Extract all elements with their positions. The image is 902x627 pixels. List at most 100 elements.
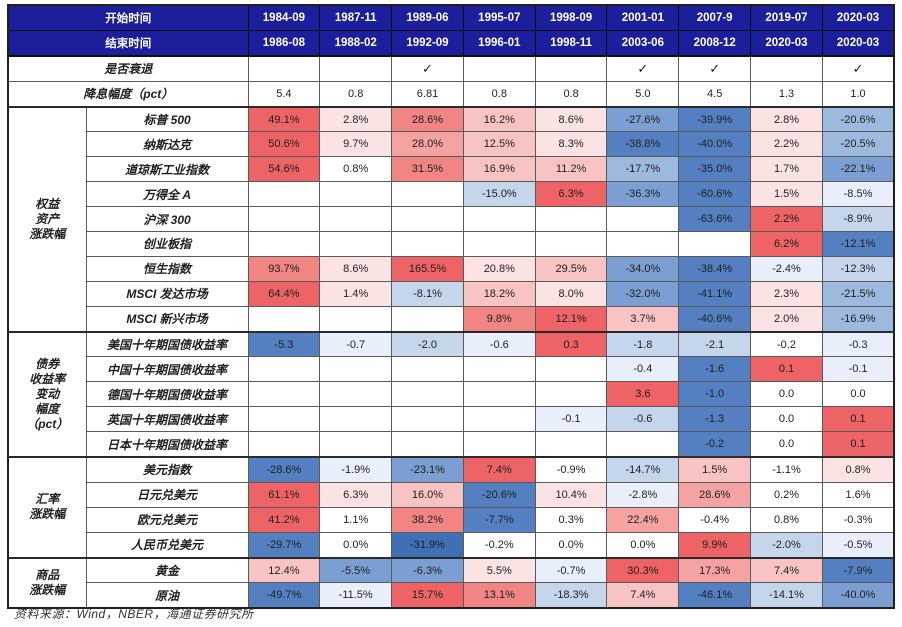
group-label-line: 商品 (35, 567, 60, 582)
data-cell: 13.1% (462, 582, 536, 609)
start-date-header-cell: 1998-09 (534, 4, 608, 31)
data-cell: 0.1 (750, 356, 823, 383)
group-label-line: 资产 (35, 211, 60, 226)
recession-flag-cell: ✓ (821, 55, 895, 82)
data-cell (534, 356, 608, 383)
data-cell (606, 231, 680, 257)
data-cell (606, 431, 680, 458)
data-cell: 0.0% (319, 531, 393, 559)
data-cell: 41.2% (247, 506, 321, 533)
end-date-header-cell: 2003-06 (606, 29, 680, 57)
data-cell: -18.3% (534, 582, 608, 609)
recession-flag-cell: ✓ (391, 55, 464, 82)
start-date-header-cell: 2020-03 (821, 4, 895, 31)
group-label-cell: 权益 资产 涨跌幅 (7, 105, 87, 333)
data-cell: 0.0% (606, 531, 680, 559)
data-cell: 1.5% (750, 181, 823, 208)
data-cell: 2.8% (319, 105, 393, 133)
rate-cut-cell: 0.8 (319, 80, 393, 108)
data-cell: -36.3% (606, 181, 680, 208)
indicator-label-cell: 欧元兑美元 (85, 506, 249, 533)
data-cell: 0.8% (319, 156, 393, 183)
data-cell: 2.8% (750, 105, 823, 133)
data-cell: 12.1% (534, 305, 608, 333)
indicator-label-cell: 原油 (85, 582, 249, 609)
data-cell: -8.9% (821, 206, 895, 233)
data-cell (319, 206, 393, 233)
data-cell: 0.3 (534, 330, 608, 358)
data-cell: -60.6% (678, 181, 752, 208)
group-label-line: 权益 (35, 196, 60, 211)
data-cell: 2.2% (750, 131, 823, 158)
data-cell: -0.9% (534, 456, 608, 483)
data-cell: 30.3% (606, 556, 680, 584)
data-cell: -1.6 (678, 356, 752, 383)
data-cell: 22.4% (606, 506, 680, 533)
data-cell (247, 431, 321, 458)
indicator-label-cell: 美元指数 (85, 456, 249, 483)
data-cell: 2.2% (750, 206, 823, 233)
data-cell: 1.4% (319, 280, 393, 307)
data-cell: 8.6% (534, 105, 608, 133)
data-cell: 9.9% (678, 531, 752, 559)
indicator-label-cell: 日元兑美元 (85, 481, 249, 508)
data-cell: -0.1 (821, 356, 895, 383)
data-cell: 61.1% (247, 481, 321, 508)
data-cell (391, 206, 464, 233)
data-cell (462, 406, 536, 433)
recession-flag-cell: ✓ (606, 55, 680, 82)
group-label-cell: 汇率 涨跌幅 (7, 456, 87, 559)
data-cell: -34.0% (606, 255, 680, 282)
data-cell (247, 381, 321, 408)
meta-row-label: 降息幅度（pct） (7, 80, 249, 108)
data-cell: 49.1% (247, 105, 321, 133)
data-cell: 16.2% (462, 105, 536, 133)
data-cell: -20.5% (821, 131, 895, 158)
data-cell: 8.0% (534, 280, 608, 307)
data-cell (462, 381, 536, 408)
data-cell: -17.7% (606, 156, 680, 183)
data-cell (391, 431, 464, 458)
data-cell: 93.7% (247, 255, 321, 282)
data-cell (319, 181, 393, 208)
data-cell (391, 181, 464, 208)
data-cell: 0.2% (750, 481, 823, 508)
data-cell: -22.1% (821, 156, 895, 183)
data-cell: 9.8% (462, 305, 536, 333)
data-cell: -31.9% (391, 531, 464, 559)
data-cell: 10.4% (534, 481, 608, 508)
data-cell: -8.1% (391, 280, 464, 307)
data-cell (319, 231, 393, 257)
indicator-label-cell: 创业板指 (85, 231, 249, 257)
rate-cut-cell: 0.8 (462, 80, 536, 108)
data-cell: -11.5% (319, 582, 393, 609)
group-label-cell: 债券 收益率 变动 幅度 （pct） (7, 330, 87, 458)
rate-cut-cell: 5.0 (606, 80, 680, 108)
data-cell: -40.6% (678, 305, 752, 333)
data-cell: -35.0% (678, 156, 752, 183)
data-cell: 7.4% (750, 556, 823, 584)
data-cell: -28.6% (247, 456, 321, 483)
data-cell: 8.6% (319, 255, 393, 282)
data-cell: 9.7% (319, 131, 393, 158)
data-cell: -41.1% (678, 280, 752, 307)
group-label-cell: 商品 涨跌幅 (7, 556, 87, 609)
data-cell (534, 381, 608, 408)
data-cell (391, 406, 464, 433)
data-cell: -46.1% (678, 582, 752, 609)
data-cell: -0.7% (534, 556, 608, 584)
indicator-label-cell: MSCI 发达市场 (85, 280, 249, 307)
data-cell: -7.9% (821, 556, 895, 584)
data-cell: 3.7% (606, 305, 680, 333)
data-cell: 0.0 (821, 381, 895, 408)
data-cell: -0.5% (821, 531, 895, 559)
data-cell: -29.7% (247, 531, 321, 559)
start-date-header-cell: 2019-07 (750, 4, 823, 31)
data-cell: 28.6% (678, 481, 752, 508)
data-cell (319, 406, 393, 433)
data-cell: 3.6 (606, 381, 680, 408)
data-cell: -1.9% (319, 456, 393, 483)
indicator-label-cell: 美国十年期国债收益率 (85, 330, 249, 358)
data-cell (391, 231, 464, 257)
end-date-header-cell: 1996-01 (462, 29, 536, 57)
